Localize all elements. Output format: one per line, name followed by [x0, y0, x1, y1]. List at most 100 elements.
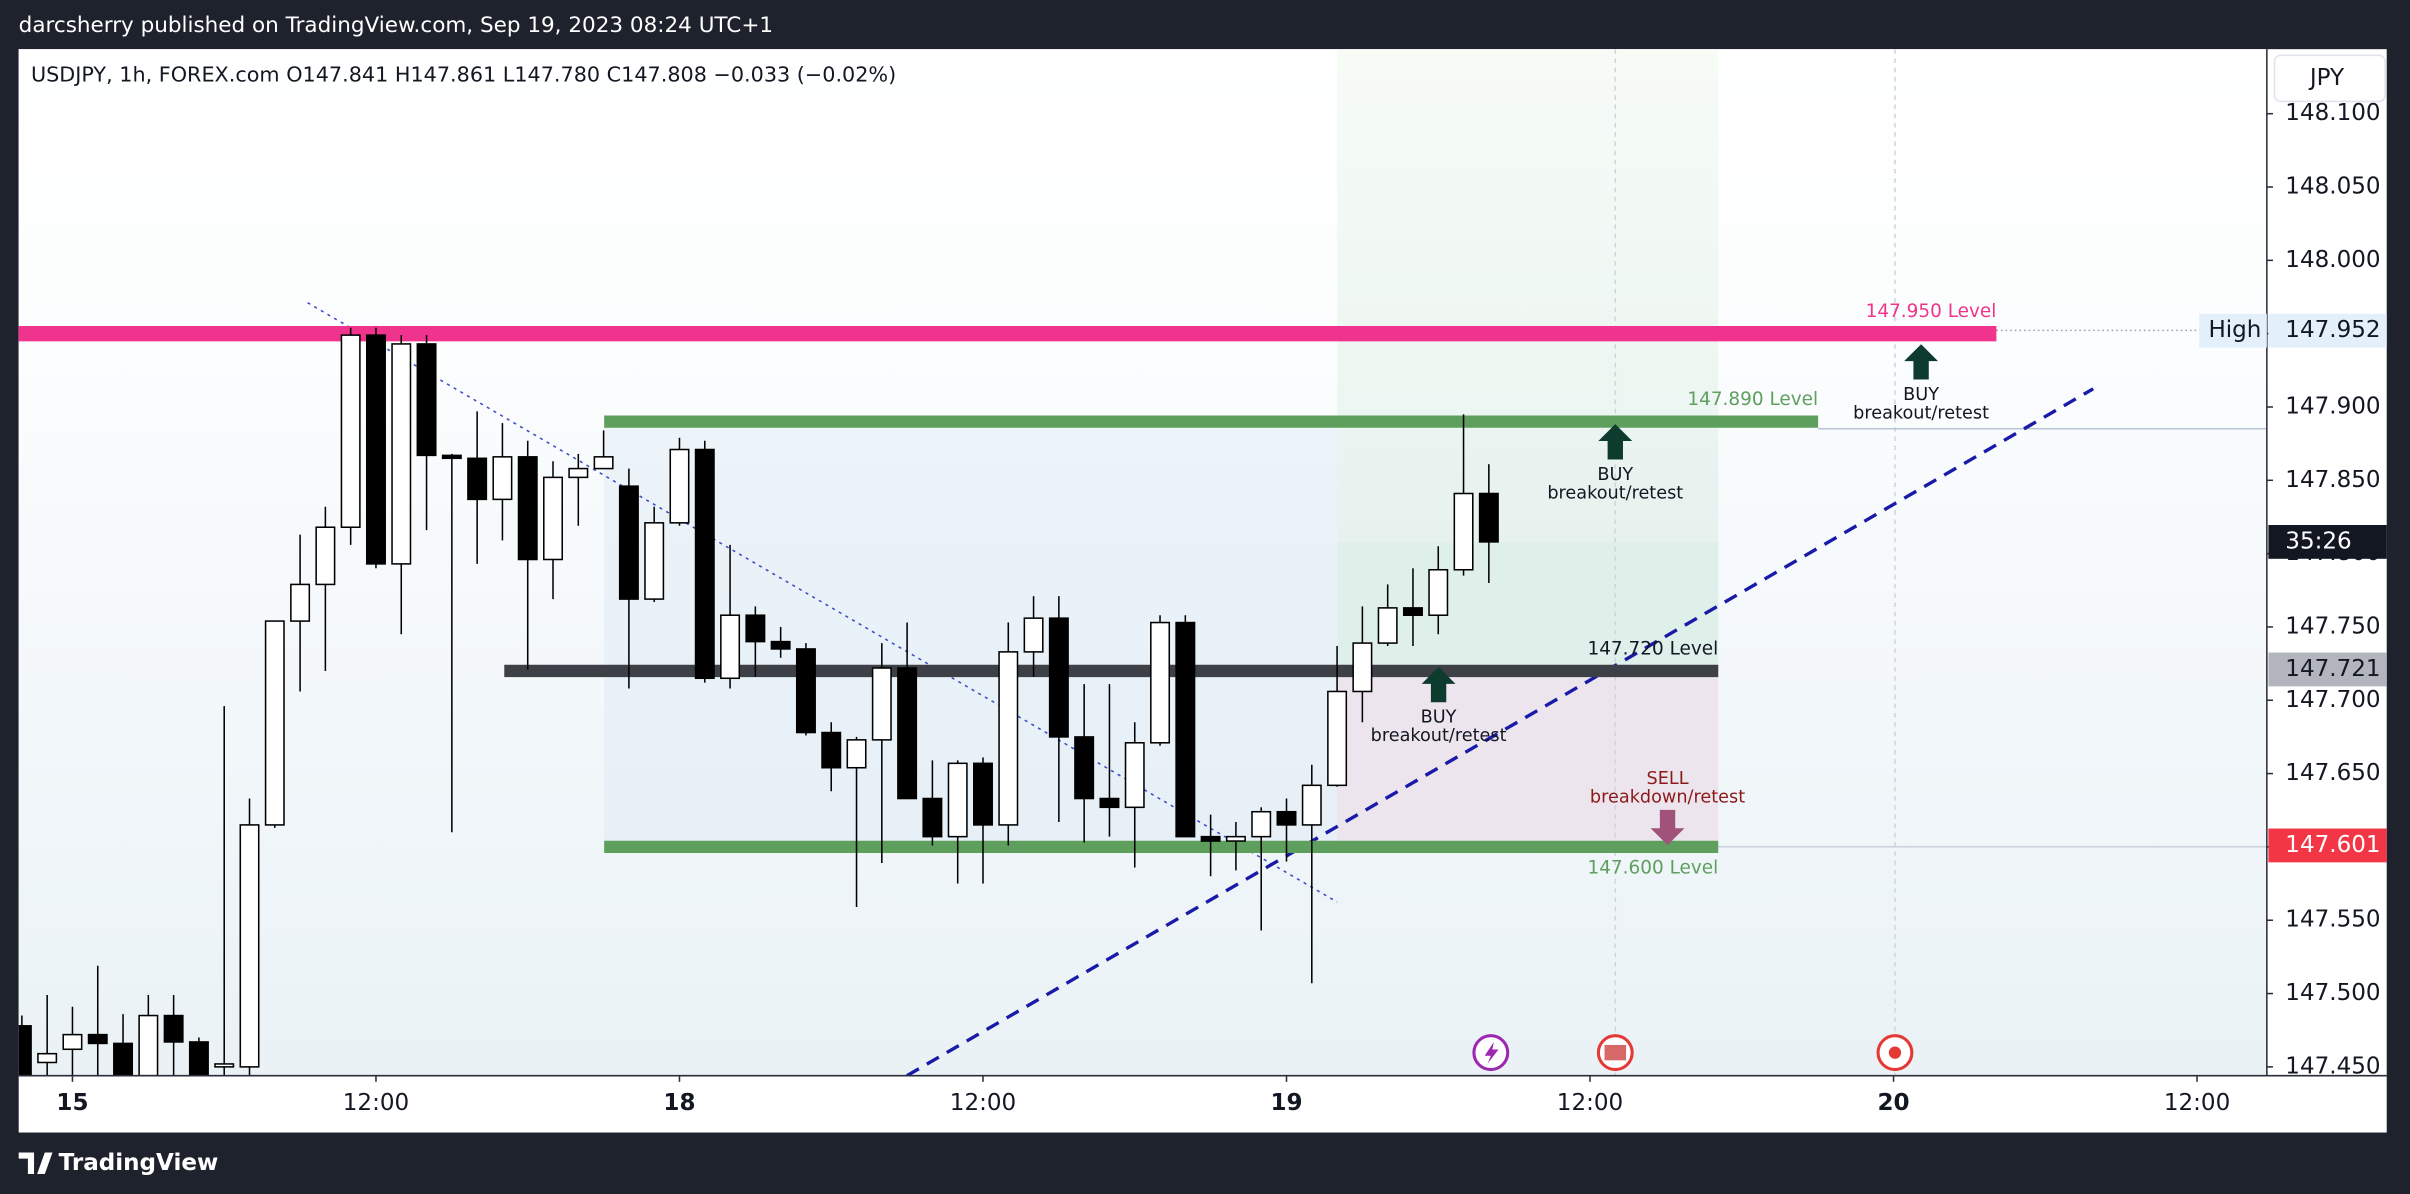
- candle-body: [1327, 690, 1348, 787]
- y-tick-label: 148.000: [2285, 247, 2380, 273]
- signal-note: breakout/retest: [1371, 726, 1507, 746]
- currency-button[interactable]: [2273, 54, 2386, 103]
- x-tick-label: 18: [663, 1090, 695, 1116]
- signals: BUYbreakout/retestBUYbreakout/retestBUYb…: [1371, 344, 1989, 846]
- candle-body: [1225, 835, 1246, 842]
- levels: 147.950 Level 147.890 Level 147.720 Level 1…: [18, 301, 1997, 878]
- candle-body: [492, 456, 513, 501]
- profit-zone: [1337, 542, 1719, 667]
- x-tick-label: 12:00: [1557, 1090, 1623, 1116]
- signal-label: BUY: [1903, 385, 1939, 405]
- level-label: 147.890 Level: [1687, 389, 1818, 410]
- y-tick-label: 147.550: [2285, 907, 2380, 933]
- brand: TradingView: [59, 1150, 219, 1176]
- candle-body: [871, 667, 892, 741]
- lightning: [1484, 1041, 1499, 1064]
- candle-body: [720, 614, 741, 680]
- price-label: 35:26: [2285, 528, 2351, 554]
- arrow-up: [1904, 344, 1938, 380]
- price-label: 147.952: [2285, 317, 2380, 343]
- price-tag: High: [2208, 317, 2261, 343]
- target-zone: [1337, 49, 1719, 543]
- candle-body: [113, 1042, 134, 1076]
- candle-body: [163, 1014, 184, 1043]
- axes: 147.450147.500147.550147.600147.650147.7…: [56, 100, 2387, 1116]
- y-tick-label: 147.700: [2285, 687, 2380, 713]
- candle-body: [391, 343, 412, 565]
- x-tick-label: 12:00: [2164, 1090, 2230, 1116]
- x-tick-label: 20: [1877, 1090, 1909, 1116]
- signal-note: breakout/retest: [1547, 483, 1683, 503]
- level-label: 147.950 Level: [1866, 301, 1997, 322]
- y-tick-label: 147.650: [2285, 760, 2380, 786]
- flag: [1604, 1044, 1627, 1061]
- candle-body: [846, 739, 867, 769]
- candle-body: [467, 457, 488, 501]
- legend: USDJPY, 1h, FOREX.com O147.841 H147.861 …: [31, 62, 896, 86]
- candle-body: [1124, 742, 1145, 809]
- candle-body: [188, 1041, 209, 1076]
- candle-body: [770, 640, 791, 650]
- y-tick-label: 147.850: [2285, 467, 2380, 493]
- candle-body: [821, 731, 842, 769]
- candles: [18, 327, 1499, 1076]
- signal-note: breakdown/retest: [1590, 788, 1745, 808]
- candle-body: [568, 467, 589, 479]
- candle-body: [1175, 621, 1196, 838]
- price-tag-bg: [2199, 313, 2267, 348]
- candle-body: [1453, 492, 1474, 571]
- candle-body: [1428, 568, 1449, 616]
- candle-body: [618, 485, 639, 600]
- event-icons: [1472, 1034, 1914, 1072]
- candle-body: [18, 1025, 32, 1075]
- candle-body: [416, 343, 437, 457]
- y-tick-label: 148.100: [2285, 100, 2380, 126]
- publisher: darcsherry published on TradingView.com,…: [19, 13, 773, 38]
- candle-body: [290, 583, 311, 622]
- candle-body: [1200, 835, 1221, 842]
- candle-body: [922, 797, 943, 838]
- y-tick-label: 147.450: [2285, 1053, 2380, 1079]
- candle-body: [947, 762, 968, 838]
- candle-body: [1276, 810, 1297, 826]
- candle-body: [1301, 784, 1322, 826]
- x-tick-label: 15: [56, 1090, 88, 1116]
- signal-label: BUY: [1597, 465, 1633, 485]
- loss-zone: [1337, 666, 1719, 843]
- x-tick-label: 19: [1270, 1090, 1302, 1116]
- candle-body: [745, 614, 766, 643]
- candle-body: [644, 522, 665, 600]
- candle-body: [264, 620, 285, 826]
- candle-body: [365, 334, 386, 565]
- candle-body: [62, 1033, 83, 1051]
- price-label-bg: [2268, 652, 2387, 687]
- candle-body: [1352, 642, 1373, 693]
- candle-body: [1023, 617, 1044, 653]
- y-tick-label: 148.050: [2285, 174, 2380, 200]
- price-label: 147.721: [2285, 656, 2380, 682]
- arrow-up: [1421, 666, 1456, 703]
- candle-body: [214, 1063, 235, 1068]
- signal-note: breakout/retest: [1853, 403, 1989, 423]
- currency[interactable]: JPY: [2308, 65, 2345, 91]
- candle-body: [694, 448, 715, 680]
- brand-logo: [18, 1152, 53, 1175]
- signal-label: BUY: [1421, 708, 1457, 728]
- arrow-down: [1650, 809, 1685, 846]
- trendline: [307, 302, 1338, 903]
- candle-body: [1099, 797, 1120, 809]
- level-label: 147.600 Level: [1587, 857, 1718, 878]
- y-tick-label: 147.750: [2285, 613, 2380, 639]
- x-tick-label: 12:00: [950, 1090, 1016, 1116]
- candle-body: [795, 648, 816, 734]
- candle-body: [441, 454, 462, 460]
- candle-body: [1402, 607, 1423, 616]
- price-label-bg: [2268, 313, 2387, 348]
- candle-body: [87, 1033, 108, 1045]
- candle-body: [669, 448, 690, 524]
- candle-body: [315, 526, 336, 586]
- candle-body: [998, 651, 1019, 826]
- dot: [1888, 1046, 1902, 1059]
- candle-body: [1048, 617, 1069, 738]
- candle-body: [517, 456, 538, 561]
